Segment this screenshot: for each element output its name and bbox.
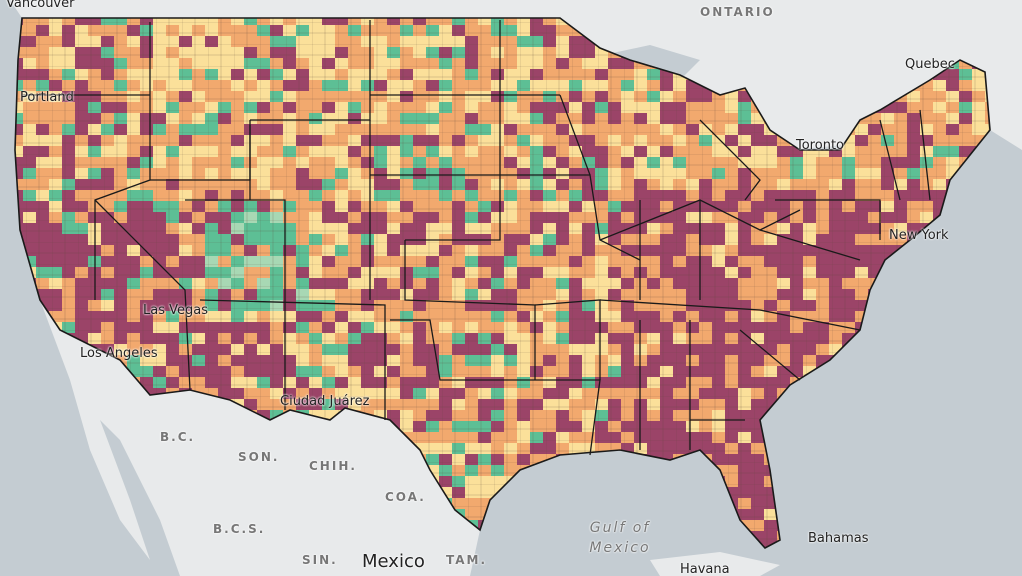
label-portland: Portland — [20, 90, 74, 105]
label-sin: SIN. — [302, 553, 338, 567]
label-coa: COA. — [385, 490, 426, 504]
label-gulf-of-mexico: Gulf of Mexico — [575, 518, 665, 558]
label-toronto: Toronto — [796, 138, 844, 153]
label-havana: Havana — [680, 562, 730, 576]
label-tam: TAM. — [446, 553, 488, 567]
gulf-label-line-2: Mexico — [589, 540, 651, 556]
label-bcs: B.C.S. — [213, 522, 266, 536]
label-ontario: ONTARIO — [700, 5, 775, 19]
gulf-label-line-1: Gulf of — [589, 520, 651, 536]
label-ciudad-juarez: Ciudad Juárez — [280, 394, 370, 409]
label-vancouver: Vancouver — [6, 0, 75, 11]
label-las-vegas: Las Vegas — [143, 303, 208, 318]
cuba-land — [650, 552, 780, 576]
label-bc: B.C. — [160, 430, 196, 444]
label-son: SON. — [238, 450, 280, 464]
mexico-land — [40, 300, 480, 576]
label-los-angeles: Los Angeles — [80, 346, 158, 361]
label-mexico: Mexico — [362, 551, 425, 572]
label-new-york: New York — [889, 228, 949, 243]
state-borders — [14, 17, 991, 549]
label-quebec: Quebec — [905, 57, 955, 72]
label-bahamas: Bahamas — [808, 531, 869, 546]
label-chih: CHIH. — [309, 459, 357, 473]
canada-land — [0, 0, 1022, 150]
